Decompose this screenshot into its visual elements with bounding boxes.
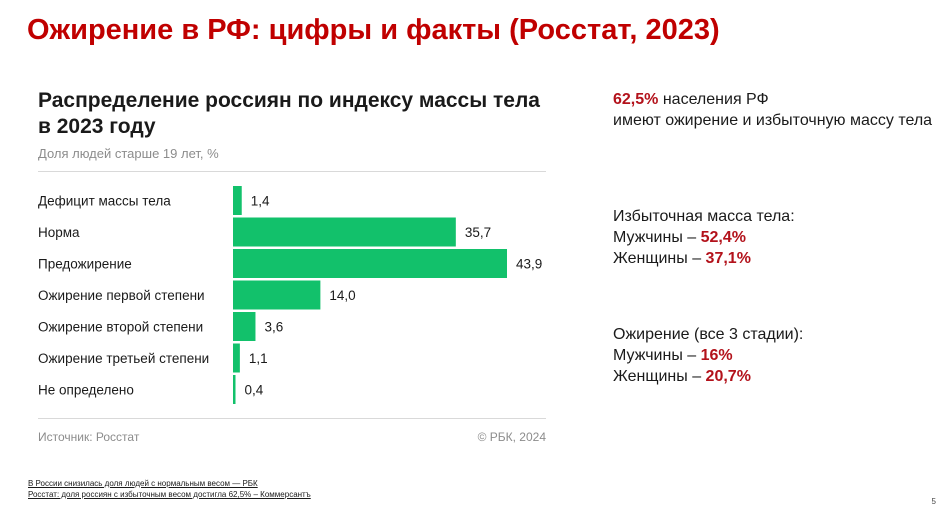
fact-overweight-heading: Избыточная масса тела: bbox=[613, 208, 795, 225]
bmi-bar-chart: Дефицит массы тела 1,4 Норма 35,7 Предожирен… bbox=[38, 186, 542, 404]
value-label: 0,4 bbox=[245, 383, 264, 398]
slide-title: Ожирение в РФ: цифры и факты (Росстат, 2… bbox=[27, 14, 720, 46]
category-label: Норма bbox=[38, 225, 80, 240]
women-label: Женщины – bbox=[613, 250, 702, 267]
value-label: 3,6 bbox=[264, 320, 283, 335]
chart-title: Распределение россиян по индексу массы т… bbox=[38, 89, 540, 138]
link-rbc-article[interactable]: В России снизилась доля людей с нормальн… bbox=[28, 479, 258, 488]
men-label: Мужчины – bbox=[613, 347, 697, 364]
bar bbox=[233, 249, 507, 278]
fact-total-line1: населения РФ bbox=[662, 91, 769, 108]
chart-bottom-divider bbox=[38, 418, 546, 419]
fact-total-line2: имеют ожирение и избыточную массу тела bbox=[613, 112, 933, 129]
category-label: Предожирение bbox=[38, 257, 132, 272]
fact-obesity-men: Мужчины – 16% bbox=[613, 345, 933, 366]
value-label: 1,4 bbox=[251, 194, 270, 209]
fact-overweight-by-sex: Избыточная масса тела: Мужчины – 52,4% Ж… bbox=[613, 206, 933, 269]
bar bbox=[233, 280, 321, 310]
women-label: Женщины – bbox=[613, 368, 702, 385]
fact-obesity-by-sex: Ожирение (все 3 стадии): Мужчины – 16% Ж… bbox=[613, 324, 933, 387]
bar bbox=[233, 343, 240, 373]
chart-top-divider bbox=[38, 171, 546, 172]
women-obesity-value: 20,7% bbox=[705, 368, 751, 385]
bar bbox=[233, 217, 456, 247]
fact-obesity-heading: Ожирение (все 3 стадии): bbox=[613, 326, 804, 343]
fact-overweight-total: 62,5% населения РФ имеют ожирение и избы… bbox=[613, 89, 933, 131]
category-label: Ожирение третьей степени bbox=[38, 351, 209, 366]
category-label: Не определено bbox=[38, 383, 134, 398]
bar bbox=[233, 312, 256, 341]
value-label: 14,0 bbox=[329, 288, 355, 303]
fact-total-value: 62,5% bbox=[613, 91, 659, 108]
category-label: Ожирение первой степени bbox=[38, 288, 205, 303]
value-label: 35,7 bbox=[465, 225, 491, 240]
page-number: 5 bbox=[931, 497, 936, 506]
bar bbox=[233, 186, 242, 215]
men-obesity-value: 16% bbox=[700, 347, 733, 364]
chart-source: Источник: Росстат bbox=[38, 430, 140, 444]
fact-overweight-women: Женщины – 37,1% bbox=[613, 248, 933, 269]
chart-copyright: © РБК, 2024 bbox=[477, 430, 546, 444]
men-label: Мужчины – bbox=[613, 229, 697, 246]
fact-obesity-women: Женщины – 20,7% bbox=[613, 366, 933, 387]
chart-subtitle: Доля людей старше 19 лет, % bbox=[38, 146, 219, 161]
category-label: Дефицит массы тела bbox=[38, 194, 171, 209]
category-label: Ожирение второй степени bbox=[38, 320, 203, 335]
men-overweight-value: 52,4% bbox=[700, 229, 746, 246]
value-label: 43,9 bbox=[516, 257, 542, 272]
bar bbox=[233, 375, 236, 404]
value-label: 1,1 bbox=[249, 351, 268, 366]
link-kommersant-article[interactable]: Росстат: доля россиян с избыточным весом… bbox=[28, 490, 311, 499]
women-overweight-value: 37,1% bbox=[705, 250, 751, 267]
fact-overweight-men: Мужчины – 52,4% bbox=[613, 227, 933, 248]
source-links: В России снизилась доля людей с нормальн… bbox=[28, 478, 311, 500]
